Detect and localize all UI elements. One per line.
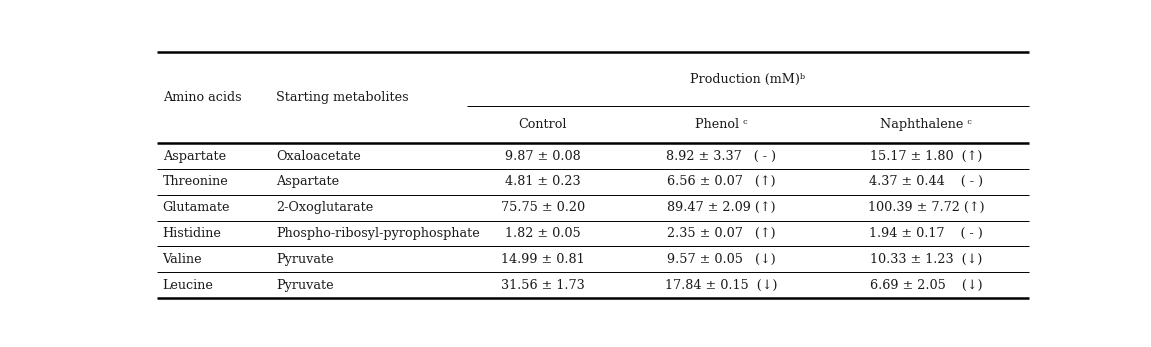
Text: Amino acids: Amino acids <box>162 91 242 104</box>
Text: Production (mM)ᵇ: Production (mM)ᵇ <box>691 73 806 86</box>
Text: Glutamate: Glutamate <box>162 201 230 214</box>
Text: Leucine: Leucine <box>162 279 213 292</box>
Text: 100.39 ± 7.72 (↑): 100.39 ± 7.72 (↑) <box>868 201 984 214</box>
Text: Starting metabolites: Starting metabolites <box>276 91 409 104</box>
Text: Oxaloacetate: Oxaloacetate <box>276 150 360 163</box>
Text: 2.35 ± 0.07   (↑): 2.35 ± 0.07 (↑) <box>668 227 776 240</box>
Text: Aspartate: Aspartate <box>276 176 340 188</box>
Text: 4.81 ± 0.23: 4.81 ± 0.23 <box>505 176 581 188</box>
Text: 1.82 ± 0.05: 1.82 ± 0.05 <box>505 227 581 240</box>
Text: 6.56 ± 0.07   (↑): 6.56 ± 0.07 (↑) <box>668 176 776 188</box>
Text: Control: Control <box>519 118 567 131</box>
Text: 9.87 ± 0.08: 9.87 ± 0.08 <box>505 150 581 163</box>
Text: Threonine: Threonine <box>162 176 228 188</box>
Text: Phenol ᶜ: Phenol ᶜ <box>695 118 748 131</box>
Text: 1.94 ± 0.17    ( - ): 1.94 ± 0.17 ( - ) <box>869 227 983 240</box>
Text: 31.56 ± 1.73: 31.56 ± 1.73 <box>501 279 585 292</box>
Text: 8.92 ± 3.37   ( - ): 8.92 ± 3.37 ( - ) <box>666 150 777 163</box>
Text: 6.69 ± 2.05    (↓): 6.69 ± 2.05 (↓) <box>870 279 983 292</box>
Text: 75.75 ± 0.20: 75.75 ± 0.20 <box>501 201 585 214</box>
Text: Valine: Valine <box>162 253 203 266</box>
Text: Aspartate: Aspartate <box>162 150 226 163</box>
Text: 89.47 ± 2.09 (↑): 89.47 ± 2.09 (↑) <box>668 201 776 214</box>
Text: Phospho-ribosyl-pyrophosphate: Phospho-ribosyl-pyrophosphate <box>276 227 480 240</box>
Text: 17.84 ± 0.15  (↓): 17.84 ± 0.15 (↓) <box>665 279 778 292</box>
Text: Pyruvate: Pyruvate <box>276 279 334 292</box>
Text: 10.33 ± 1.23  (↓): 10.33 ± 1.23 (↓) <box>870 253 983 266</box>
Text: 2-Oxoglutarate: 2-Oxoglutarate <box>276 201 373 214</box>
Text: Histidine: Histidine <box>162 227 221 240</box>
Text: 4.37 ± 0.44    ( - ): 4.37 ± 0.44 ( - ) <box>869 176 983 188</box>
Text: Naphthalene ᶜ: Naphthalene ᶜ <box>881 118 973 131</box>
Text: Pyruvate: Pyruvate <box>276 253 334 266</box>
Text: 15.17 ± 1.80  (↑): 15.17 ± 1.80 (↑) <box>870 150 983 163</box>
Text: 9.57 ± 0.05   (↓): 9.57 ± 0.05 (↓) <box>668 253 776 266</box>
Text: 14.99 ± 0.81: 14.99 ± 0.81 <box>501 253 585 266</box>
